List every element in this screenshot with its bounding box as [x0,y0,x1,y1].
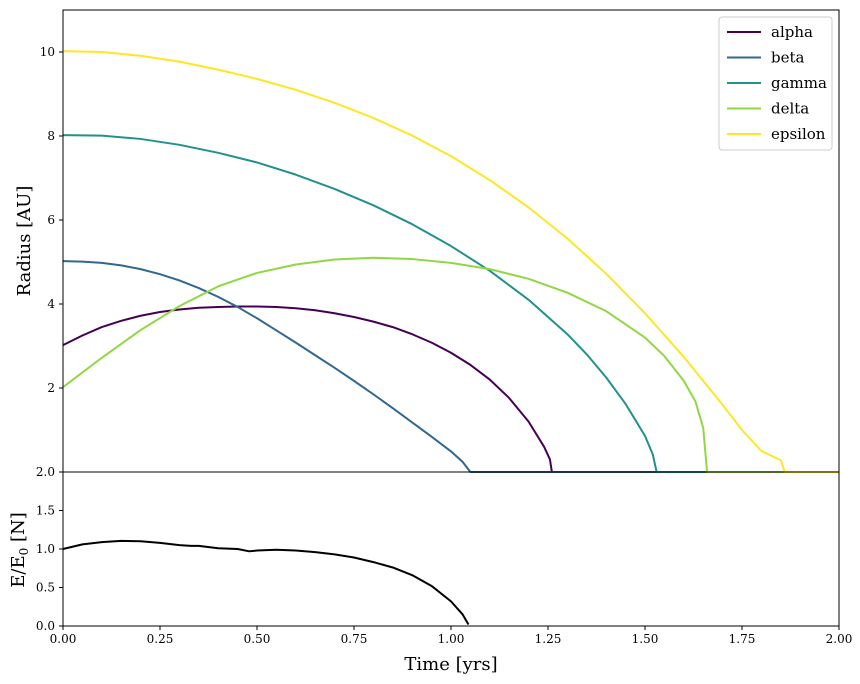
legend: alpha beta gamma delta epsilon [718,16,833,151]
series-line-alpha [62,305,839,473]
x-tick-label: 0.50 [244,632,271,646]
energy-y-ticks: 0.0 0.5 1.0 1.5 2.0 [36,465,63,633]
y-tick-label: 8 [47,129,55,143]
energy-plot: 0.0 0.5 1.0 1.5 2.0 0.00 0.25 0.50 0.75 1.00 1.25… [8,465,852,675]
y-tick-label: 10 [40,45,55,59]
radius-plot: 2 4 6 8 10 Radius [AU] [14,9,840,473]
y-tick-label: 0.5 [36,581,55,595]
y-tick-label: 4 [47,297,55,311]
y-tick-label: 0.0 [36,619,55,633]
legend-box [718,16,833,151]
series-line-delta [62,256,839,473]
energy-series-group [62,539,470,625]
legend-label-epsilon: epsilon [771,125,826,143]
legend-label-beta: beta [771,49,805,67]
energy-y-axis-label: E/E0 [N] [8,512,31,588]
x-axis-label: Time [yrs] [404,654,497,675]
x-tick-label: 1.00 [438,632,465,646]
radius-series-group [62,50,839,473]
x-tick-label: 1.75 [729,632,756,646]
radius-y-axis-label: Radius [AU] [14,186,35,297]
series-line-gamma [62,134,839,473]
legend-entries: alpha beta gamma delta epsilon [727,23,827,143]
x-tick-label: 0.25 [147,632,174,646]
series-line-beta [62,260,839,473]
x-tick-label: 1.50 [632,632,659,646]
y-tick-label: 1.5 [36,504,55,518]
series-line-epsilon [62,50,839,473]
legend-label-delta: delta [771,100,809,118]
radius-y-ticks: 2 4 6 8 10 [40,45,63,395]
x-tick-label: 0.00 [50,632,77,646]
x-tick-label: 2.00 [826,632,853,646]
energy-line [62,539,470,625]
y-tick-label: 2.0 [36,465,55,479]
energy-x-ticks: 0.00 0.25 0.50 0.75 1.00 1.25 1.50 1.75 2.00 [50,626,853,646]
y-tick-label: 6 [47,213,55,227]
legend-label-alpha: alpha [771,23,813,41]
x-tick-label: 1.25 [535,632,562,646]
y-tick-label: 1.0 [36,542,55,556]
legend-label-gamma: gamma [771,74,827,92]
y-tick-label: 2 [47,381,55,395]
x-tick-label: 0.75 [341,632,368,646]
